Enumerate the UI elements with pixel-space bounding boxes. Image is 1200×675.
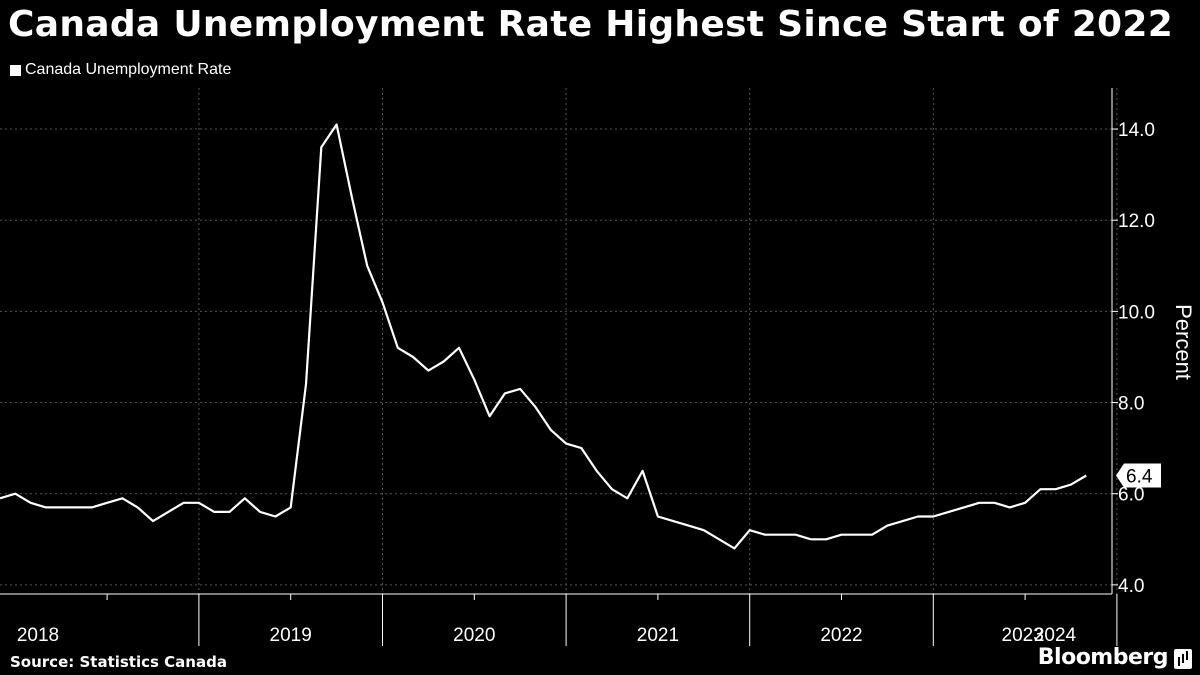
last-value-text: 6.4 bbox=[1126, 466, 1153, 487]
last-value-label: 6.4 bbox=[1116, 463, 1161, 488]
series-line bbox=[0, 123, 1087, 550]
y-tick-label: 4.0 bbox=[1118, 576, 1144, 597]
bloomberg-chart-icon bbox=[1174, 649, 1192, 669]
series-line-canada-unemployment-rate bbox=[0, 123, 1087, 550]
y-axis: 4.0 6.0 8.0 10.0 12.0 14.0 bbox=[1111, 88, 1155, 597]
x-tick-label: 2019 bbox=[270, 625, 312, 646]
grid-lines bbox=[0, 88, 1118, 594]
brand-logo-text: Bloomberg bbox=[1037, 645, 1169, 670]
x-tick-label: 2018 bbox=[17, 625, 59, 646]
legend-swatch bbox=[10, 64, 21, 76]
y-tick-label: 8.0 bbox=[1118, 394, 1144, 415]
x-tick-label: 2023 bbox=[1002, 625, 1044, 646]
x-tick-label: 2021 bbox=[637, 625, 679, 646]
x-tick-label: 2022 bbox=[820, 625, 862, 646]
x-tick-label: 2020 bbox=[453, 625, 495, 646]
source-note: Source: Statistics Canada bbox=[10, 653, 227, 671]
x-tick-label: 2024 bbox=[1034, 625, 1077, 646]
y-tick-label: 12.0 bbox=[1118, 211, 1155, 232]
y-tick-label: 14.0 bbox=[1118, 120, 1155, 141]
y-axis-label: Percent bbox=[1171, 304, 1196, 380]
legend: Canada Unemployment Rate bbox=[10, 61, 231, 79]
legend-label: Canada Unemployment Rate bbox=[25, 61, 232, 78]
last-value-callout bbox=[1116, 463, 1161, 488]
y-tick-label: 6.0 bbox=[1118, 485, 1144, 506]
chart-title: Canada Unemployment Rate Highest Since S… bbox=[8, 4, 1174, 45]
y-tick-label: 10.0 bbox=[1118, 302, 1155, 323]
